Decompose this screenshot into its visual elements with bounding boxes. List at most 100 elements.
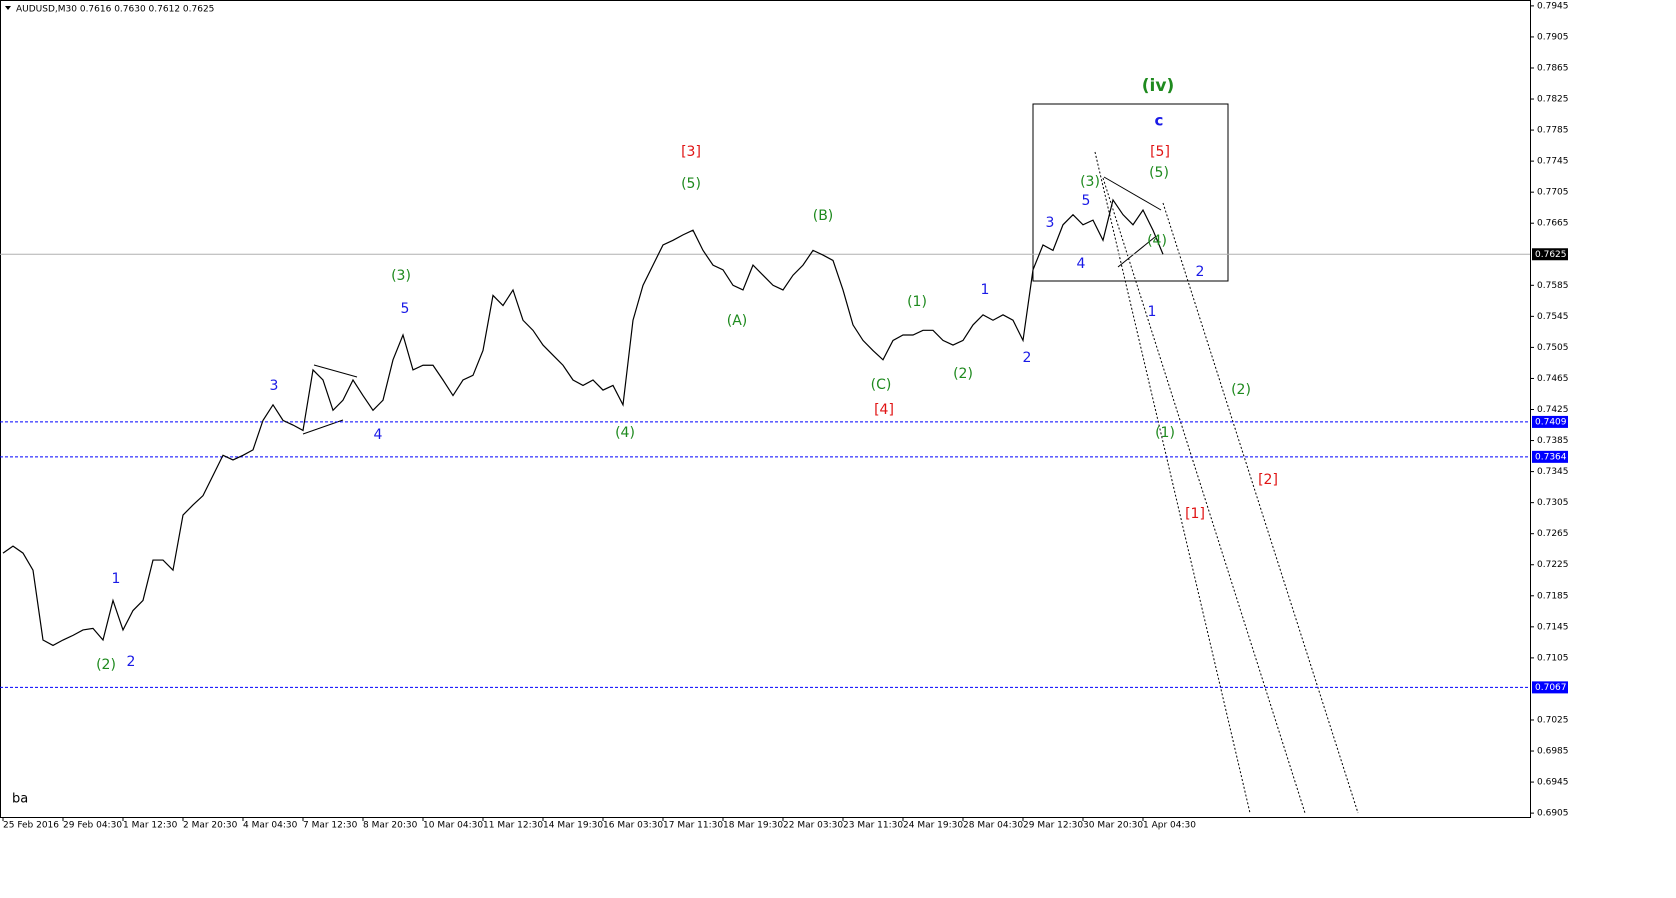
wave-label: (3): [1080, 174, 1100, 190]
chart-title: AUDUSD,M30 0.7616 0.7630 0.7612 0.7625: [16, 5, 214, 15]
y-tick-label: 0.7265: [1537, 529, 1569, 539]
x-tick-label: 8 Mar 20:30: [363, 821, 418, 831]
y-tick-label: 0.7345: [1537, 467, 1569, 477]
wave-label: (B): [813, 208, 834, 224]
wave-label: 5: [401, 301, 410, 317]
y-tick-label: 0.7585: [1537, 281, 1569, 291]
y-tick-label: 0.7745: [1537, 157, 1569, 167]
y-tick-label: 0.7505: [1537, 343, 1569, 353]
x-tick-label: 1 Apr 04:30: [1143, 821, 1196, 831]
x-tick-label: 24 Mar 19:30: [903, 821, 963, 831]
x-tick-label: 18 Mar 19:30: [723, 821, 783, 831]
wave-label: 2: [1023, 350, 1032, 366]
wave-label: [4]: [874, 402, 894, 418]
x-tick-label: 10 Mar 04:30: [423, 821, 483, 831]
y-tick-label: 0.7185: [1537, 591, 1569, 601]
y-tick-label: 0.6985: [1537, 747, 1569, 757]
y-tick-label: 0.7865: [1537, 63, 1569, 73]
y-tick-label: 0.6905: [1537, 809, 1569, 819]
y-tick-label: 0.6945: [1537, 778, 1569, 788]
wave-label: 1: [112, 571, 121, 587]
x-tick-label: 4 Mar 04:30: [243, 821, 298, 831]
current-price-bg: [1532, 248, 1568, 261]
y-tick-label: 0.7385: [1537, 436, 1569, 446]
channel-line: [1162, 202, 1359, 814]
y-tick-label: 0.7465: [1537, 374, 1569, 384]
wave-label: 1: [981, 282, 990, 298]
wave-label: 2: [1196, 264, 1205, 280]
y-tick-label: 0.7105: [1537, 653, 1569, 663]
wave-label: (2): [96, 657, 116, 673]
x-tick-label: 11 Mar 12:30: [483, 821, 543, 831]
x-tick-label: 17 Mar 11:30: [663, 821, 723, 831]
wave-label: (5): [681, 176, 701, 192]
wave-label: (2): [953, 366, 973, 382]
x-tick-label: 7 Mar 12:30: [303, 821, 358, 831]
current-price-label: 0.7625: [1535, 250, 1567, 260]
level-label-bg: [1532, 415, 1568, 428]
y-tick-label: 0.7665: [1537, 219, 1569, 229]
x-tick-label: 22 Mar 03:30: [783, 821, 843, 831]
wave-label: 4: [374, 427, 383, 443]
x-tick-label: 16 Mar 03:30: [603, 821, 663, 831]
y-tick-label: 0.7025: [1537, 715, 1569, 725]
wave-label: (1): [907, 294, 927, 310]
wave-label: (iv): [1142, 76, 1174, 96]
level-label: 0.7409: [1535, 417, 1567, 427]
wave-label: [3]: [681, 144, 701, 160]
y-tick-label: 0.7945: [1537, 1, 1569, 11]
y-tick-label: 0.7225: [1537, 560, 1569, 570]
wave-label: 1: [1148, 304, 1157, 320]
x-tick-label: 30 Mar 20:30: [1083, 821, 1143, 831]
x-tick-label: 1 Mar 12:30: [123, 821, 178, 831]
x-tick-label: 14 Mar 19:30: [543, 821, 603, 831]
wave-label: [1]: [1185, 506, 1205, 522]
y-tick-label: 0.7785: [1537, 126, 1569, 136]
wave-label: (A): [727, 313, 748, 329]
wave-label: (3): [391, 268, 411, 284]
y-tick-label: 0.7425: [1537, 405, 1569, 415]
wave-label: [5]: [1150, 144, 1170, 160]
wave-label: 3: [1046, 215, 1055, 231]
wave-label: (2): [1231, 382, 1251, 398]
drawings: [302, 103, 1359, 814]
wave-label: (1): [1155, 425, 1175, 441]
y-tick-label: 0.7705: [1537, 188, 1569, 198]
level-label: 0.7364: [1535, 452, 1567, 462]
wave-label: 3: [270, 378, 279, 394]
plot-frame: [0, 0, 1531, 818]
channel-line: [1102, 177, 1306, 814]
wave-label: (4): [615, 425, 635, 441]
box: [1032, 103, 1229, 282]
price-line: [2, 198, 1164, 647]
triangle-line: [313, 364, 358, 378]
wave-label: (4): [1147, 233, 1167, 249]
corner-text: ba: [12, 792, 28, 807]
wave-label: 5: [1082, 193, 1091, 209]
x-tick-label: 29 Mar 12:30: [1023, 821, 1083, 831]
title-marker: [5, 6, 11, 10]
wave-label: (C): [871, 377, 892, 393]
y-tick-label: 0.7545: [1537, 312, 1569, 322]
y-tick-label: 0.7905: [1537, 32, 1569, 42]
x-tick-label: 28 Mar 04:30: [963, 821, 1023, 831]
y-tick-label: 0.7305: [1537, 498, 1569, 508]
wave-label: 4: [1077, 256, 1086, 272]
wave-label: 2: [127, 654, 136, 670]
y-tick-label: 0.7145: [1537, 622, 1569, 632]
x-tick-label: 25 Feb 2016: [3, 821, 59, 831]
channel-line: [1094, 151, 1251, 814]
triangle-line: [1117, 236, 1156, 268]
level-label: 0.7067: [1535, 683, 1567, 693]
wave-label: c: [1155, 112, 1164, 130]
level-label-bg: [1532, 450, 1568, 463]
wave-label: [2]: [1258, 472, 1278, 488]
x-tick-label: 29 Feb 04:30: [63, 821, 122, 831]
y-tick-label: 0.7825: [1537, 95, 1569, 105]
triangle-line: [1103, 176, 1162, 211]
x-tick-label: 2 Mar 20:30: [183, 821, 238, 831]
wave-label: (5): [1149, 165, 1169, 181]
level-label-bg: [1532, 681, 1568, 694]
